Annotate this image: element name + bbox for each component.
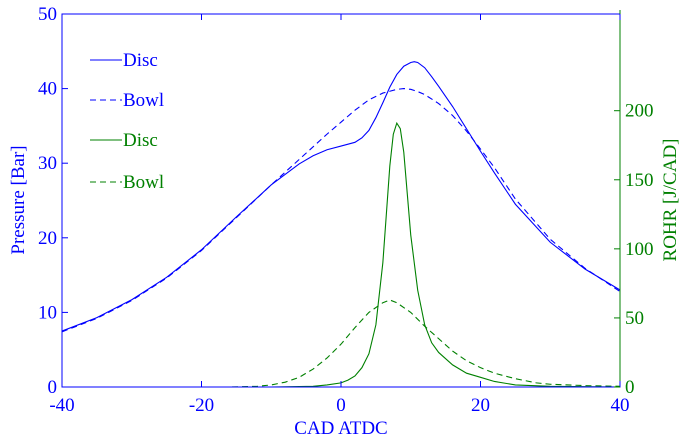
legend-label: Bowl bbox=[123, 90, 164, 111]
y-right-tick-label: 200 bbox=[625, 101, 654, 122]
x-tick-label: -40 bbox=[49, 395, 74, 416]
y-left-tick-label: 20 bbox=[38, 228, 57, 249]
x-axis-label: CAD ATDC bbox=[294, 418, 387, 439]
legend-label: Disc bbox=[123, 130, 158, 151]
legend-label: Bowl bbox=[123, 172, 164, 193]
series-line-rohr-bowl bbox=[62, 299, 621, 388]
series-line-rohr-disc bbox=[62, 121, 621, 388]
series-line-pressure-bowl bbox=[61, 88, 621, 333]
y-right-tick-label: 0 bbox=[625, 377, 635, 398]
legend: Disc Bowl Disc Bowl bbox=[90, 50, 164, 193]
x-tick-label: 20 bbox=[471, 395, 490, 416]
y-left-tick-label: 30 bbox=[38, 153, 57, 174]
y-right-tick-label: 50 bbox=[625, 308, 644, 329]
y-axis-left-label: Pressure [Bar] bbox=[8, 145, 29, 254]
y-left-tick-label: 50 bbox=[38, 4, 57, 25]
series-line-pressure-disc bbox=[61, 61, 621, 332]
y-axis-right-label: ROHR [J/CAD] bbox=[660, 139, 681, 262]
y-left-tick-label: 10 bbox=[38, 302, 57, 323]
x-tick-label: 0 bbox=[336, 395, 346, 416]
x-tick-label: 40 bbox=[611, 395, 630, 416]
series-layer bbox=[61, 61, 621, 388]
legend-label: Disc bbox=[123, 50, 158, 71]
y-left-tick-label: 0 bbox=[48, 377, 58, 398]
y-right-tick-label: 100 bbox=[625, 239, 654, 260]
x-tick-label: -20 bbox=[189, 395, 214, 416]
y-left-tick-label: 40 bbox=[38, 79, 57, 100]
y-right-tick-label: 150 bbox=[625, 170, 654, 191]
